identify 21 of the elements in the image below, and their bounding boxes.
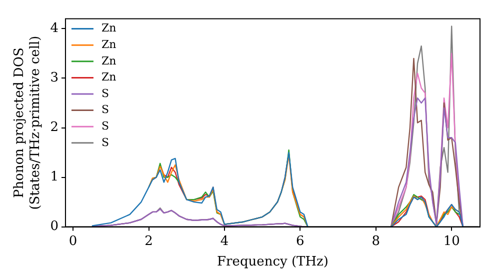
y-axis-title: Phonon projected DOS (States/THz·primitive cell) — [12, 36, 43, 210]
x-tick-label: 0 — [68, 234, 78, 249]
x-tick-label: 10 — [443, 234, 460, 249]
legend-label: S — [101, 136, 110, 149]
legend-label: S — [101, 86, 110, 100]
legend-label: Zn — [101, 38, 116, 51]
x-axis-title: Frequency (THz) — [217, 254, 328, 270]
x-tick-label: 2 — [144, 234, 153, 249]
y-tick-label: 4 — [50, 21, 58, 36]
y-tick-label: 3 — [50, 70, 58, 86]
x-tick-label: 6 — [296, 234, 304, 249]
y-tick-label: 1 — [50, 170, 58, 185]
legend-label: Zn — [101, 54, 116, 68]
legend-label: Zn — [101, 70, 116, 84]
legend-label: Zn — [101, 22, 116, 35]
legend-label: S — [101, 119, 110, 132]
x-tick-label: 4 — [220, 234, 229, 249]
legend-label: S — [101, 103, 110, 116]
x-tick-label: 8 — [372, 234, 380, 249]
y-tick-label: 2 — [50, 120, 58, 136]
y-tick-label: 0 — [50, 219, 58, 234]
